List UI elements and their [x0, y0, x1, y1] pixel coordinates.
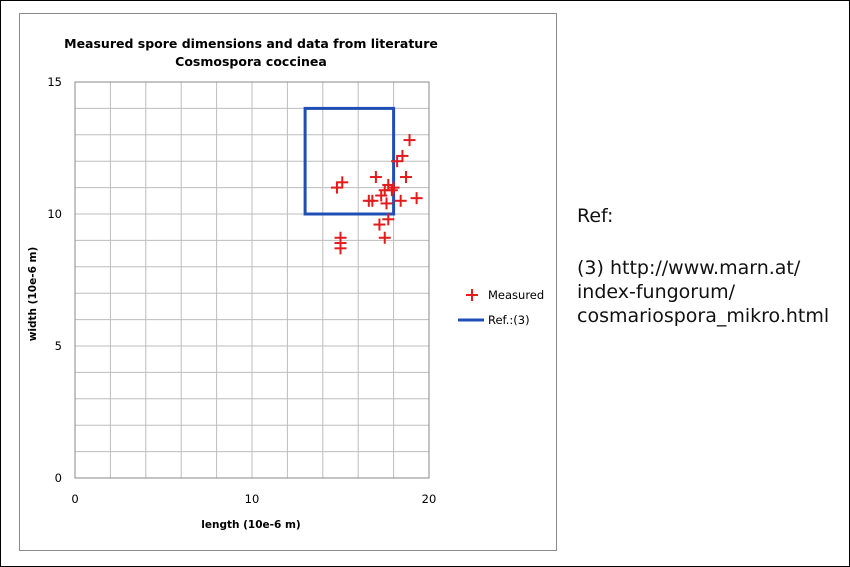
grid [75, 82, 429, 478]
legend-label: Measured [488, 288, 544, 302]
chart-subtitle: Cosmospora coccinea [175, 54, 327, 69]
data-point [378, 231, 391, 244]
x-axis-label: length (10e-6 m) [201, 519, 300, 531]
plot-area [74, 81, 430, 479]
plot-border [74, 81, 430, 479]
data-point [387, 181, 400, 194]
y-tick-label: 5 [55, 339, 62, 353]
chart-title: Measured spore dimensions and data from … [64, 36, 438, 51]
data-point [334, 242, 347, 255]
x-tick-label: 10 [245, 492, 260, 506]
data-point [394, 194, 407, 207]
data-point [385, 184, 398, 197]
legend-item: Measured [466, 288, 544, 302]
data-point [399, 171, 412, 184]
data-point [380, 197, 393, 210]
chart-area: Measured spore dimensions and data from … [19, 13, 557, 551]
data-point [366, 194, 379, 207]
data-point [382, 213, 395, 226]
series-layer [303, 106, 423, 255]
reference-line-2: index-fungorum/ [577, 281, 736, 303]
y-tick-label: 10 [47, 207, 62, 221]
legend-label: Ref.:(3) [488, 313, 530, 327]
legend-marker-measured [466, 289, 478, 301]
y-tick-label: 0 [55, 471, 62, 485]
data-point [330, 181, 343, 194]
x-tick-label: 0 [71, 492, 78, 506]
legend-item: Ref.:(3) [458, 313, 530, 327]
data-point [403, 134, 416, 147]
reference-line-3: cosmariospora_mikro.html [577, 305, 830, 327]
data-point [336, 176, 349, 189]
reference-line-1: (3) http://www.marn.at/ [577, 257, 801, 279]
legend: Measured Ref.:(3) [458, 288, 544, 327]
scatter-chart: Measured spore dimensions and data from … [27, 36, 544, 531]
data-point [410, 192, 423, 205]
y-axis-label: width (10e-6 m) [27, 247, 39, 342]
tick-labels: 0 10 20 0 5 10 15 [47, 75, 436, 506]
data-point [373, 218, 386, 231]
data-point [396, 149, 409, 162]
x-tick-label: 20 [422, 492, 437, 506]
data-point [391, 155, 404, 168]
y-tick-label: 15 [47, 75, 62, 89]
reference-heading: Ref: [577, 205, 614, 227]
data-point [369, 171, 382, 184]
